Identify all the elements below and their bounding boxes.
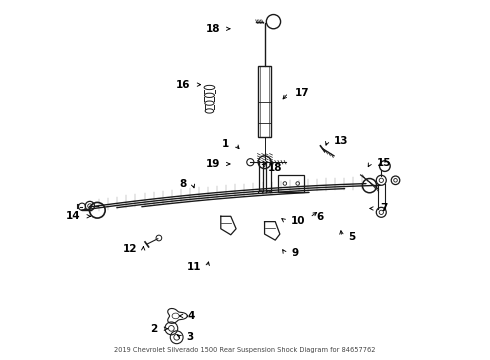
Text: 13: 13 (334, 136, 348, 146)
Ellipse shape (205, 109, 214, 113)
Text: 19: 19 (206, 159, 220, 169)
Text: 5: 5 (348, 232, 355, 242)
Text: 9: 9 (291, 248, 298, 258)
Text: 1: 1 (222, 139, 229, 149)
Ellipse shape (204, 93, 215, 98)
Text: 10: 10 (291, 216, 306, 226)
Text: 18: 18 (206, 24, 220, 34)
Text: 12: 12 (122, 244, 137, 255)
Ellipse shape (204, 85, 215, 90)
Bar (258, 66, 271, 137)
Text: 3: 3 (186, 332, 194, 342)
Text: 17: 17 (295, 88, 310, 98)
Text: 7: 7 (380, 203, 388, 213)
Text: 15: 15 (377, 158, 391, 168)
Text: 11: 11 (186, 262, 201, 272)
Text: 14: 14 (66, 211, 81, 221)
Text: 18: 18 (268, 163, 283, 172)
Text: 8: 8 (179, 179, 186, 189)
Text: 2: 2 (150, 324, 158, 334)
Text: 6: 6 (316, 212, 323, 222)
Bar (278, 175, 304, 192)
Text: 4: 4 (187, 311, 195, 321)
Ellipse shape (205, 101, 214, 105)
Text: 2019 Chevrolet Silverado 1500 Rear Suspension Shock Diagram for 84657762: 2019 Chevrolet Silverado 1500 Rear Suspe… (114, 347, 376, 353)
Text: 16: 16 (176, 80, 190, 90)
